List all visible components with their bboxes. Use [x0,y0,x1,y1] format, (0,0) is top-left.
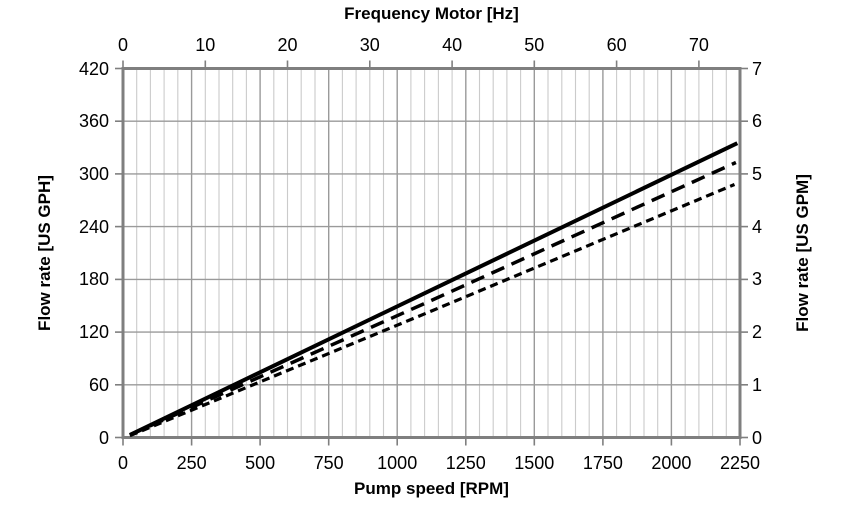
top-axis-tick-label: 10 [195,35,216,55]
left-axis-title: Flow rate [US GPH] [35,175,54,331]
bottom-axis-tick-label: 250 [176,453,207,473]
top-axis-tick-label: 60 [606,35,627,55]
bottom-axis-tick-label: 1750 [582,453,623,473]
bottom-axis-tick-label: 2250 [719,453,761,473]
bottom-axis-tick-label: 1000 [377,453,418,473]
left-axis-tick-label: 300 [78,163,109,184]
left-axis-tick-label: 240 [78,216,109,237]
short-dash-line [129,183,736,438]
right-axis-tick-label: 6 [752,111,763,132]
right-axis-tick-label: 1 [752,374,763,395]
left-axis-tick-label: 60 [88,374,109,395]
right-axis-tick-label: 2 [752,322,763,343]
bottom-axis-tick-label: 2000 [651,453,692,473]
right-axis-tick-label: 4 [752,216,763,237]
bottom-axis-tick-label: 500 [245,453,276,473]
top-axis-tick-label: 40 [442,35,463,55]
bottom-axis-tick-label: 750 [313,453,344,473]
right-axis-tick-label: 7 [752,58,763,79]
left-axis-tick-label: 420 [78,58,109,79]
long-dash-line [129,160,737,437]
bottom-axis-title: Pump speed [RPM] [354,479,509,498]
top-axis-tick-label: 20 [277,35,298,55]
right-axis-tick-label: 5 [752,163,763,184]
right-axis-title: Flow rate [US GPM] [793,174,812,332]
bottom-axis-tick-label: 1250 [445,453,486,473]
top-axis-tick-label: 50 [524,35,545,55]
bottom-axis-tick-label: 1500 [514,453,555,473]
top-axis-tick-label: 0 [117,35,129,55]
right-axis-tick-label: 0 [752,427,763,448]
bottom-axis-tick-label: 0 [117,453,129,473]
top-axis-tick-label: 70 [688,35,709,55]
left-axis-tick-label: 360 [78,111,109,132]
left-axis-tick-label: 180 [78,269,109,290]
left-axis-tick-label: 0 [98,427,109,448]
top-axis-title: Frequency Motor [Hz] [344,4,519,23]
solid-line [129,141,739,437]
left-axis-tick-label: 120 [78,322,109,343]
top-axis-tick-label: 30 [359,35,380,55]
right-axis-tick-label: 3 [752,269,763,290]
